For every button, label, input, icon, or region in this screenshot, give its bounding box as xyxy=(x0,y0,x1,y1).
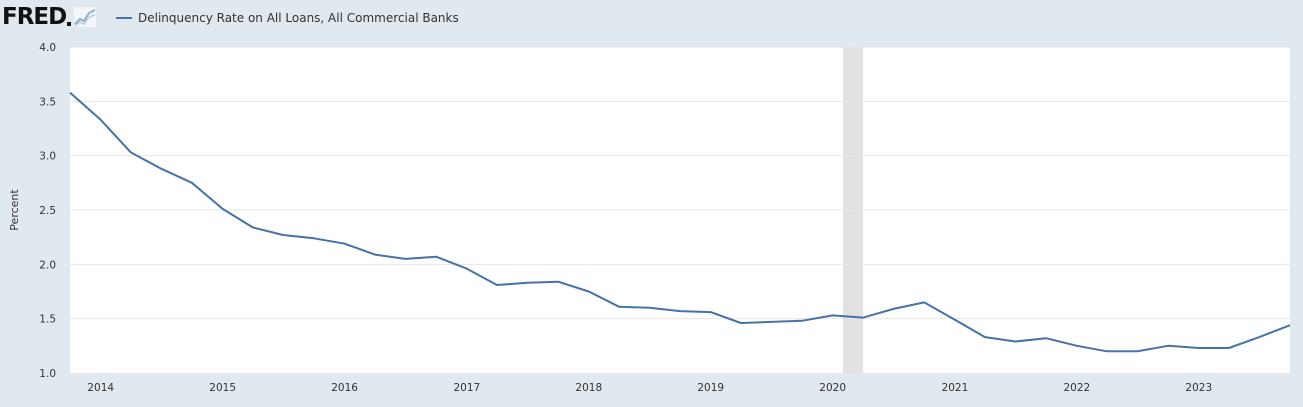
graph-icon xyxy=(74,7,97,27)
series-point[interactable] xyxy=(128,149,134,155)
grid-layer xyxy=(70,46,1290,320)
series-point[interactable] xyxy=(982,334,988,340)
x-tick-label: 2017 xyxy=(454,382,481,394)
series-point[interactable] xyxy=(616,304,622,310)
series-point[interactable] xyxy=(311,235,317,241)
series-point[interactable] xyxy=(98,117,104,123)
y-axis-tick-labels: 1.0 1.5 2.0 2.5 3.0 3.5 4.0 xyxy=(39,42,56,380)
x-tick-label: 2020 xyxy=(819,382,846,394)
y-tick-label: 1.5 xyxy=(39,314,56,326)
series-point[interactable] xyxy=(1226,345,1232,351)
series-point[interactable] xyxy=(1012,338,1018,344)
series-point[interactable] xyxy=(250,224,256,230)
series-point[interactable] xyxy=(952,317,958,323)
series-point[interactable] xyxy=(646,305,652,311)
y-tick-label: 2.5 xyxy=(39,205,56,217)
series-point[interactable] xyxy=(67,90,73,96)
series-point[interactable] xyxy=(372,252,378,258)
y-tick-label: 3.5 xyxy=(39,96,56,108)
series-point[interactable] xyxy=(1165,343,1171,349)
fred-logo-dot xyxy=(67,22,72,26)
series-point[interactable] xyxy=(890,306,896,312)
x-tick-label: 2014 xyxy=(87,382,114,394)
y-tick-label: 2.0 xyxy=(39,259,56,271)
series-point[interactable] xyxy=(738,320,744,326)
series-point[interactable] xyxy=(860,315,866,321)
series-point[interactable] xyxy=(280,232,286,238)
x-axis-tick-labels: 2014 2015 2016 2017 2018 2019 2020 2021 2022 2023 xyxy=(87,382,1212,394)
fred-logo[interactable]: FRED xyxy=(2,3,97,31)
series-point[interactable] xyxy=(158,166,164,172)
series-point[interactable] xyxy=(708,309,714,315)
series-point[interactable] xyxy=(464,266,470,272)
y-tick-label: 1.0 xyxy=(39,368,56,380)
series-point[interactable] xyxy=(1196,345,1202,351)
series-point[interactable] xyxy=(1134,348,1140,354)
series-point[interactable] xyxy=(494,282,500,288)
series-point[interactable] xyxy=(524,280,530,286)
y-tick-label: 3.0 xyxy=(39,151,56,163)
series-point[interactable] xyxy=(433,254,439,260)
series-point[interactable] xyxy=(921,299,927,305)
series-point[interactable] xyxy=(1043,335,1049,341)
x-tick-label: 2023 xyxy=(1185,382,1212,394)
x-tick-label: 2015 xyxy=(209,382,236,394)
series-point[interactable] xyxy=(1287,322,1293,328)
series-point[interactable] xyxy=(1256,334,1262,340)
series-point[interactable] xyxy=(342,241,348,247)
y-tick-label: 4.0 xyxy=(39,42,56,54)
x-tick-label: 2019 xyxy=(697,382,724,394)
series-line[interactable] xyxy=(69,91,1291,353)
series-point[interactable] xyxy=(1104,348,1110,354)
series-point[interactable] xyxy=(555,279,561,285)
x-tick-label: 2021 xyxy=(942,382,969,394)
legend-label: Delinquency Rate on All Loans, All Comme… xyxy=(138,11,459,25)
y-axis-title: Percent xyxy=(8,189,21,231)
legend-swatch xyxy=(116,17,132,19)
series-layer xyxy=(67,90,1293,354)
fred-logo-text: FRED xyxy=(2,4,67,30)
series-point[interactable] xyxy=(220,206,226,212)
series-point[interactable] xyxy=(189,180,195,186)
x-tick-label: 2018 xyxy=(575,382,602,394)
series-point[interactable] xyxy=(799,318,805,324)
series-point[interactable] xyxy=(830,312,836,318)
series-point[interactable] xyxy=(768,319,774,325)
series-point[interactable] xyxy=(677,308,683,314)
x-tick-label: 2016 xyxy=(331,382,358,394)
chart-header: FRED Delinquency Rate on All Loans, All … xyxy=(0,0,1303,36)
x-tick-label: 2022 xyxy=(1064,382,1091,394)
series-point[interactable] xyxy=(1074,343,1080,349)
series-point[interactable] xyxy=(586,289,592,295)
series-point[interactable] xyxy=(402,256,408,262)
chart-legend[interactable]: Delinquency Rate on All Loans, All Comme… xyxy=(116,9,459,27)
